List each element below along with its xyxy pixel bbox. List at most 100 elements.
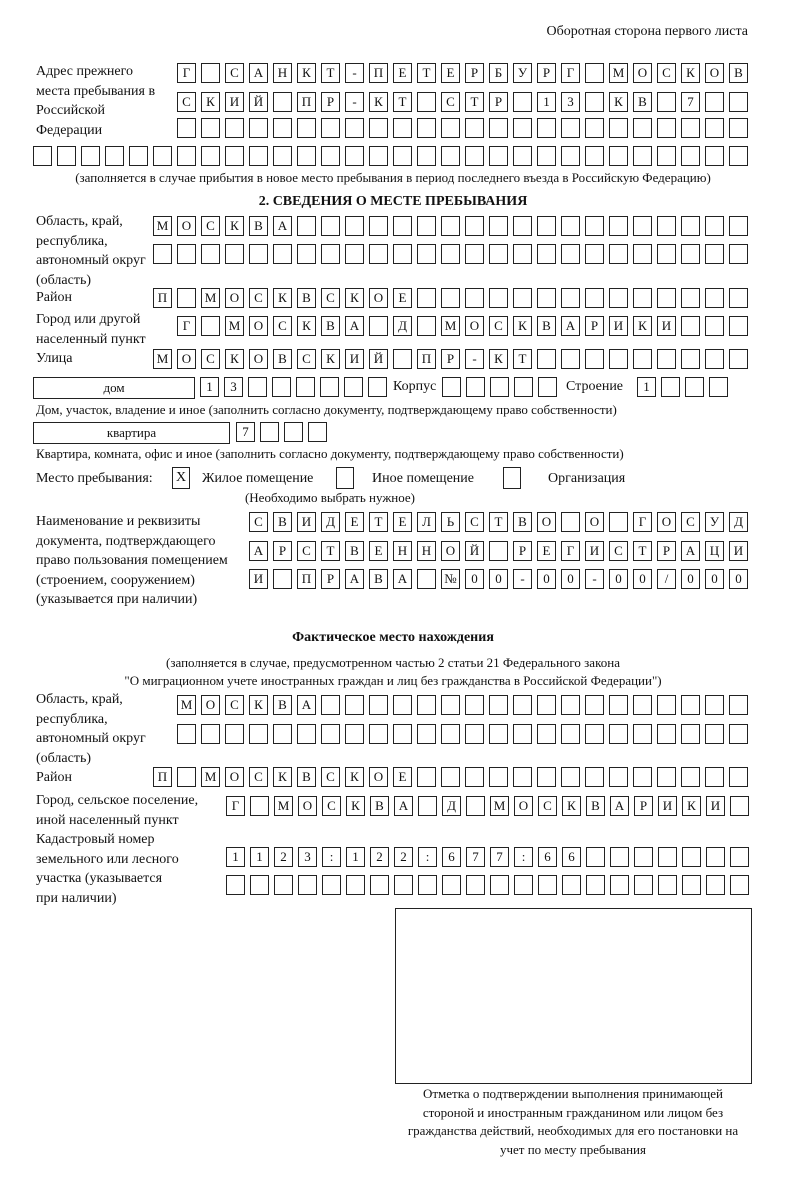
char-cell[interactable] [490, 377, 509, 397]
char-cell[interactable] [225, 146, 244, 166]
char-cell[interactable] [609, 146, 628, 166]
char-cell[interactable] [681, 146, 700, 166]
char-cell[interactable] [705, 724, 724, 744]
char-cell[interactable]: Д [321, 512, 340, 532]
char-cell[interactable] [585, 63, 604, 83]
char-cell[interactable] [681, 316, 700, 336]
char-cell[interactable] [634, 847, 653, 867]
char-cell[interactable]: В [537, 316, 556, 336]
char-cell[interactable] [513, 118, 532, 138]
char-cell[interactable] [585, 118, 604, 138]
char-cell[interactable]: О [514, 796, 533, 816]
char-cell[interactable] [369, 244, 388, 264]
char-cell[interactable] [729, 349, 748, 369]
char-cell[interactable] [514, 875, 533, 895]
char-cell[interactable]: / [657, 569, 676, 589]
char-cell[interactable] [609, 288, 628, 308]
char-cell[interactable]: О [298, 796, 317, 816]
char-cell[interactable]: К [297, 63, 316, 83]
char-cell[interactable]: Г [561, 541, 580, 561]
char-cell[interactable] [682, 847, 701, 867]
char-cell[interactable] [177, 767, 196, 787]
char-cell[interactable] [609, 118, 628, 138]
char-cell[interactable] [273, 724, 292, 744]
char-cell[interactable] [250, 875, 269, 895]
char-cell[interactable]: О [441, 541, 460, 561]
char-cell[interactable]: Й [465, 541, 484, 561]
char-cell[interactable]: Т [393, 92, 412, 112]
char-cell[interactable] [465, 695, 484, 715]
char-cell[interactable] [585, 349, 604, 369]
char-cell[interactable] [561, 288, 580, 308]
char-cell[interactable] [609, 695, 628, 715]
char-cell[interactable] [177, 118, 196, 138]
char-cell[interactable] [393, 244, 412, 264]
char-cell[interactable] [729, 695, 748, 715]
char-cell[interactable]: С [201, 216, 220, 236]
char-cell[interactable] [296, 377, 315, 397]
char-cell[interactable] [705, 316, 724, 336]
char-cell[interactable]: 0 [465, 569, 484, 589]
char-cell[interactable] [441, 695, 460, 715]
char-cell[interactable] [345, 724, 364, 744]
char-cell[interactable]: Н [417, 541, 436, 561]
char-cell[interactable] [346, 875, 365, 895]
char-cell[interactable] [369, 316, 388, 336]
char-cell[interactable] [441, 288, 460, 308]
char-cell[interactable] [537, 288, 556, 308]
char-cell[interactable]: - [585, 569, 604, 589]
char-cell[interactable]: Д [729, 512, 748, 532]
char-cell[interactable] [657, 92, 676, 112]
char-cell[interactable] [393, 724, 412, 744]
char-cell[interactable] [682, 875, 701, 895]
char-cell[interactable] [260, 422, 279, 442]
char-cell[interactable] [297, 724, 316, 744]
char-cell[interactable]: В [370, 796, 389, 816]
char-cell[interactable]: 7 [490, 847, 509, 867]
char-cell[interactable] [273, 92, 292, 112]
char-cell[interactable] [585, 92, 604, 112]
char-cell[interactable]: М [201, 288, 220, 308]
residential-checkbox[interactable]: X [172, 467, 190, 489]
char-cell[interactable] [730, 796, 749, 816]
char-cell[interactable] [537, 349, 556, 369]
char-cell[interactable] [489, 118, 508, 138]
char-cell[interactable] [465, 118, 484, 138]
char-cell[interactable] [177, 288, 196, 308]
char-cell[interactable] [297, 244, 316, 264]
char-cell[interactable] [273, 569, 292, 589]
char-cell[interactable]: К [345, 288, 364, 308]
char-cell[interactable]: М [153, 349, 172, 369]
char-cell[interactable]: Т [417, 63, 436, 83]
char-cell[interactable] [489, 216, 508, 236]
char-cell[interactable] [633, 118, 652, 138]
char-cell[interactable] [322, 875, 341, 895]
char-cell[interactable] [393, 146, 412, 166]
char-cell[interactable] [465, 244, 484, 264]
char-cell[interactable]: О [369, 288, 388, 308]
char-cell[interactable] [248, 377, 267, 397]
char-cell[interactable] [442, 875, 461, 895]
char-cell[interactable] [609, 512, 628, 532]
char-cell[interactable]: 3 [298, 847, 317, 867]
char-cell[interactable] [441, 724, 460, 744]
char-cell[interactable]: С [249, 288, 268, 308]
char-cell[interactable] [514, 377, 533, 397]
char-cell[interactable]: Р [321, 92, 340, 112]
char-cell[interactable] [441, 216, 460, 236]
char-cell[interactable]: 2 [370, 847, 389, 867]
char-cell[interactable] [705, 146, 724, 166]
char-cell[interactable]: 7 [236, 422, 255, 442]
char-cell[interactable]: В [369, 569, 388, 589]
char-cell[interactable] [610, 875, 629, 895]
char-cell[interactable]: С [297, 541, 316, 561]
char-cell[interactable] [609, 767, 628, 787]
char-cell[interactable] [272, 377, 291, 397]
char-cell[interactable]: : [418, 847, 437, 867]
char-cell[interactable]: С [322, 796, 341, 816]
char-cell[interactable] [393, 695, 412, 715]
char-cell[interactable]: С [321, 767, 340, 787]
char-cell[interactable]: 3 [561, 92, 580, 112]
char-cell[interactable]: В [729, 63, 748, 83]
char-cell[interactable] [585, 695, 604, 715]
